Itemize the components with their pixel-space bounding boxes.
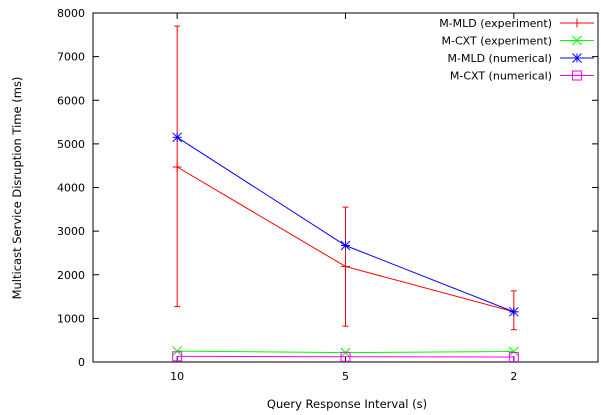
data-point [572,70,582,81]
data-point [341,261,350,271]
marker-stroke [172,351,183,362]
marker-stroke [508,346,519,357]
x-axis-label: Query Response Interval (s) [267,397,427,411]
data-point [508,351,519,362]
y-tick-label: 8000 [57,7,85,20]
y-tick-label: 1000 [57,312,85,325]
data-point [572,53,582,63]
data-point [172,346,183,356]
series-1 [172,25,519,331]
data-point [172,351,183,362]
y-axis-label: Multicast Service Disruption Time (ms) [10,77,24,300]
series-line [177,355,514,358]
marker-stroke [508,306,519,317]
series-3 [172,132,519,317]
marker-stroke [508,351,519,362]
data-point [572,18,582,28]
legend-label: M-CXT (numerical) [450,70,552,83]
data-point [508,306,519,317]
y-tick-label: 7000 [57,51,85,64]
y-tick-label: 5000 [57,138,85,151]
data-point [508,346,519,357]
data-point [340,240,351,251]
marker-stroke [172,132,183,143]
marker-stroke [572,35,582,46]
data-point [340,351,351,362]
legend-entry: M-MLD (numerical) [448,52,594,65]
x-axis: 10 5 2 [170,13,517,383]
legend-entry: M-CXT (numerical) [450,70,594,83]
data-point [172,132,183,143]
x-tick-label: 5 [342,370,349,383]
y-tick-label: 0 [78,356,85,369]
y-tick-label: 3000 [57,225,85,238]
legend-label: M-MLD (experiment) [439,17,552,30]
x-tick-label: 10 [170,370,184,383]
y-axis: 0 1000 2000 3000 4000 5000 6000 7000 8000 [57,7,598,369]
y-tick-label: 2000 [57,269,85,282]
marker-stroke [340,351,351,362]
legend: M-MLD (experiment) M-CXT (experiment) M-ML… [439,17,594,83]
legend-label: M-MLD (numerical) [448,52,552,65]
plot-series [172,25,519,362]
data-point [172,162,182,172]
marker-stroke [172,346,183,356]
legend-label: M-CXT (experiment) [442,35,552,48]
series-4 [172,351,519,362]
legend-entry: M-MLD (experiment) [439,17,594,30]
marker-stroke [572,53,582,63]
data-point [572,35,582,46]
y-tick-label: 4000 [57,182,85,195]
legend-entry: M-CXT (experiment) [442,35,594,48]
marker-stroke [572,70,582,81]
marker-stroke [340,240,351,251]
x-tick-label: 2 [510,370,517,383]
y-tick-label: 6000 [57,94,85,107]
